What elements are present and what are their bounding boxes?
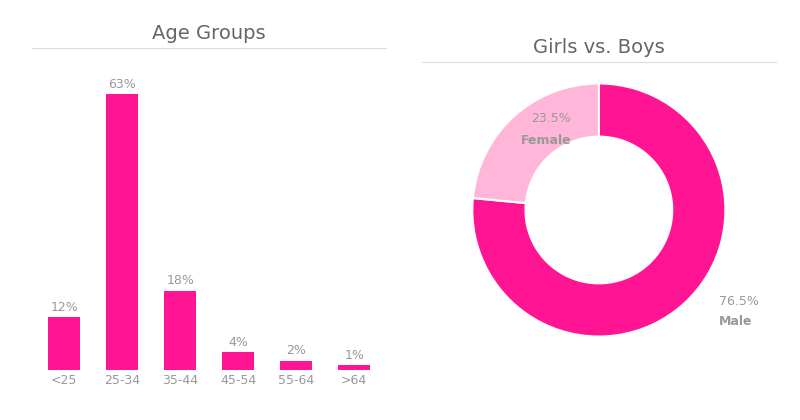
Wedge shape [473, 84, 599, 203]
Wedge shape [472, 84, 726, 336]
Text: 76.5%: 76.5% [719, 294, 759, 307]
Text: 23.5%: 23.5% [531, 113, 571, 126]
Title: Age Groups: Age Groups [152, 24, 266, 43]
Text: 63%: 63% [108, 78, 136, 91]
Text: 1%: 1% [344, 349, 364, 362]
Bar [48, 317, 80, 370]
Text: 2%: 2% [286, 344, 306, 357]
Bar [280, 361, 312, 370]
Bar [164, 291, 196, 370]
Text: 4%: 4% [228, 336, 248, 349]
Bar [222, 352, 254, 370]
Bar [106, 94, 138, 370]
Text: 12%: 12% [50, 301, 78, 314]
Text: Male: Male [719, 315, 753, 328]
Text: 18%: 18% [166, 274, 194, 287]
Title: Girls vs. Boys: Girls vs. Boys [533, 38, 665, 58]
Text: Female: Female [520, 134, 571, 147]
Bar [338, 365, 370, 370]
